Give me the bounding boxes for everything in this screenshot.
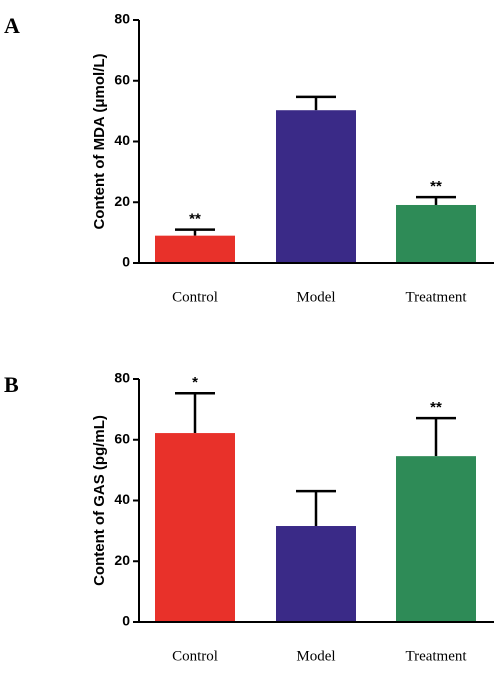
bar xyxy=(155,433,235,622)
y-axis-title: Content of MDA (μmol/L) xyxy=(91,53,108,229)
y-tick-label: 20 xyxy=(114,552,130,568)
significance-label: ** xyxy=(430,399,442,416)
bar xyxy=(155,235,235,263)
x-tick-label: Model xyxy=(296,648,335,664)
y-tick-label: 60 xyxy=(114,430,130,446)
y-tick-label: 0 xyxy=(122,613,130,629)
bar xyxy=(276,110,356,264)
y-tick-label: 20 xyxy=(114,193,130,209)
significance-label: ** xyxy=(189,211,201,228)
y-tick-label: 60 xyxy=(114,71,130,87)
y-tick-label: 40 xyxy=(114,132,130,148)
x-tick-label: Model xyxy=(296,289,335,305)
bar xyxy=(276,526,356,622)
y-tick-label: 40 xyxy=(114,491,130,507)
panel-label: B xyxy=(4,372,19,397)
panel-label: A xyxy=(4,13,20,38)
x-tick-label: Treatment xyxy=(405,289,467,305)
y-tick-label: 80 xyxy=(114,370,130,386)
y-axis-title: Content of GAS (pg/mL) xyxy=(91,415,108,586)
x-tick-label: Control xyxy=(172,289,218,305)
y-tick-label: 0 xyxy=(122,254,130,270)
y-tick-label: 80 xyxy=(114,11,130,27)
significance-label: * xyxy=(192,374,198,391)
significance-label: ** xyxy=(430,178,442,195)
bar xyxy=(396,204,476,263)
x-tick-label: Treatment xyxy=(405,648,467,664)
bar xyxy=(396,456,476,622)
x-tick-label: Control xyxy=(172,648,218,664)
